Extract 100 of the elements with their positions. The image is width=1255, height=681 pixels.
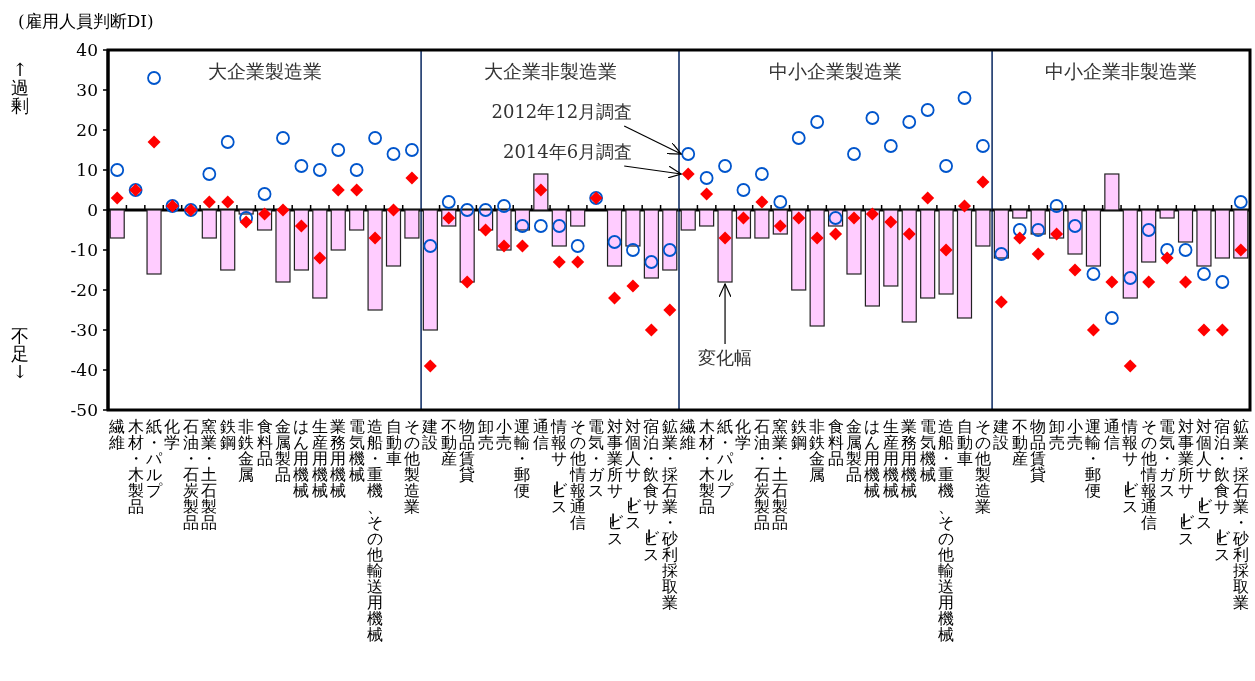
point [110, 163, 125, 177]
point [202, 167, 217, 181]
point [257, 187, 272, 201]
point [663, 303, 677, 317]
point [239, 215, 253, 229]
text: ↑過剰 [11, 59, 29, 116]
point [1049, 199, 1064, 213]
point [865, 111, 880, 125]
point [349, 163, 364, 177]
point [1012, 223, 1027, 237]
point [276, 131, 290, 145]
x-tick-label: 建設 [992, 417, 1010, 452]
point [884, 215, 898, 229]
y-tick-label: -10 [70, 240, 98, 260]
point [1215, 323, 1229, 337]
point [994, 295, 1008, 309]
point [202, 195, 216, 209]
point [1197, 267, 1211, 281]
x-tick-label: 鉄鋼 [219, 417, 236, 452]
point [533, 219, 548, 233]
point [1215, 275, 1230, 289]
x-tick-label: 食料品 [827, 417, 844, 468]
point [1197, 323, 1211, 337]
x-tick-label: その他製造業 [403, 417, 420, 516]
x-tick-label: 生産用機械 [311, 417, 328, 500]
point [368, 231, 382, 245]
point [220, 135, 235, 149]
point [1031, 223, 1046, 237]
point [1178, 243, 1193, 257]
x-tick-label: 石油・石炭製品 [753, 417, 770, 532]
annotation: 2012年12月調査 [491, 101, 633, 122]
x-tick-label: 繊維 [679, 417, 697, 452]
point [552, 255, 566, 269]
x-tick-label: 不動産 [1011, 417, 1028, 468]
point [662, 243, 677, 257]
point [976, 175, 990, 189]
x-tick-label: 非鉄金属 [809, 417, 826, 484]
x-tick-label: 物品賃貸 [1030, 417, 1047, 484]
text: 大企業非製造業 [483, 60, 617, 82]
point [792, 211, 806, 225]
point [994, 247, 1009, 261]
x-tick-label: 金属製品 [274, 417, 291, 484]
x-tick-label: 物品賃貸 [459, 417, 476, 484]
point [387, 203, 400, 217]
point [1179, 275, 1193, 289]
x-tick-label: 窯業・土石製品 [772, 417, 789, 532]
point [847, 211, 861, 225]
x-tick-label: 食料品 [256, 417, 273, 468]
point [773, 195, 788, 209]
point [681, 167, 695, 181]
point [571, 255, 585, 269]
point [1031, 247, 1045, 261]
x-tick-label: 電気・ガス [588, 417, 606, 500]
point [276, 203, 290, 217]
point [829, 227, 843, 241]
x-tick-label: 業務用機械 [330, 417, 347, 500]
point [221, 195, 235, 209]
point [791, 131, 806, 145]
y-tick-label: -30 [70, 320, 98, 340]
point [681, 147, 696, 161]
y-tick-label: 20 [76, 120, 98, 140]
point [883, 139, 898, 153]
point [405, 171, 419, 185]
point [313, 251, 327, 265]
point [1123, 271, 1138, 285]
point [699, 171, 714, 185]
point [497, 199, 511, 213]
point [644, 323, 658, 337]
x-tick-label: 化学 [735, 417, 752, 452]
x-tick-label: 木材・木製品 [697, 417, 715, 516]
point [957, 91, 972, 105]
point [921, 191, 935, 205]
annotation: 2014年6月調査 [502, 141, 633, 162]
y-axis-title: (雇用人員判断DI) [18, 11, 154, 31]
point [754, 167, 769, 181]
point [939, 243, 953, 257]
y-tick-label: 0 [87, 200, 98, 220]
point [312, 163, 327, 177]
point [1086, 323, 1100, 337]
point [1160, 251, 1174, 265]
point [626, 243, 640, 257]
x-tick-label: 紙・パルプ [716, 417, 735, 500]
x-tick-label: 小売 [496, 417, 513, 452]
point [1142, 275, 1156, 289]
point [1160, 243, 1175, 257]
point [1013, 231, 1027, 245]
point [644, 255, 659, 269]
point [350, 183, 364, 197]
point [939, 159, 953, 173]
point [147, 135, 161, 149]
y-tick-label: -20 [70, 280, 98, 300]
point [423, 359, 437, 373]
point [386, 147, 401, 161]
point [902, 115, 917, 129]
category-label: 造船・重機、その他輸送用機械 [367, 417, 384, 644]
x-tick-label: その他情報通信 [1139, 417, 1157, 532]
x-tick-label: 窯業・土石製品 [201, 417, 218, 532]
x-tick-label: 金属製品 [845, 417, 862, 484]
point [1105, 275, 1119, 289]
point [1068, 263, 1082, 277]
